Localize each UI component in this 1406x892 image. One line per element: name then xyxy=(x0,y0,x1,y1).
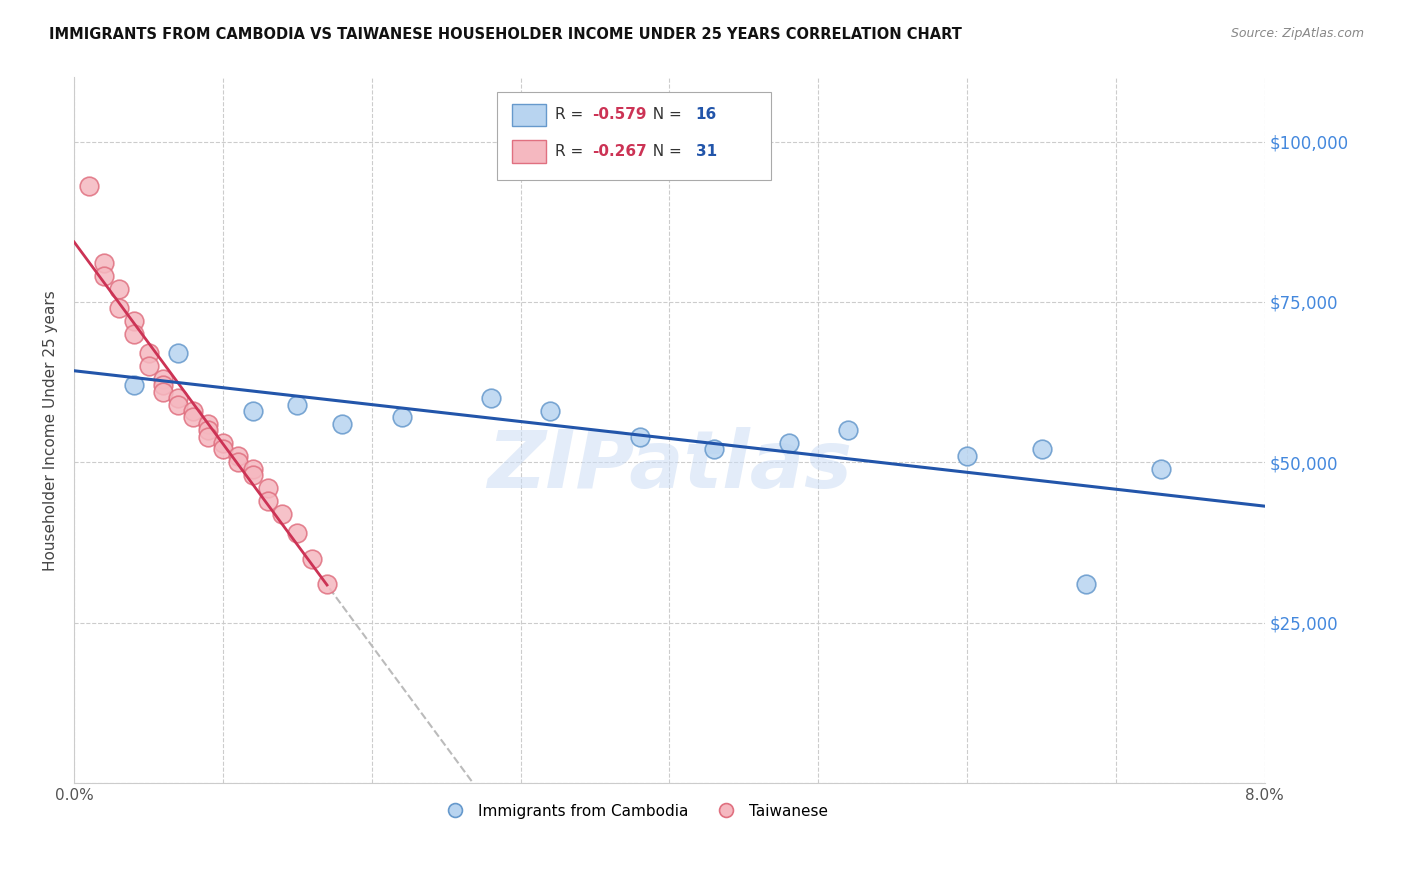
Point xyxy=(197,417,219,431)
Point xyxy=(226,449,249,463)
Point xyxy=(256,481,278,495)
Point xyxy=(479,391,502,405)
Point xyxy=(122,378,145,392)
Point xyxy=(285,398,308,412)
Point xyxy=(1076,577,1098,591)
Text: N =: N = xyxy=(644,144,688,159)
Point xyxy=(167,391,190,405)
Point xyxy=(167,346,190,360)
Text: -0.579: -0.579 xyxy=(592,107,647,122)
Point xyxy=(242,461,264,475)
Y-axis label: Householder Income Under 25 years: Householder Income Under 25 years xyxy=(44,290,58,571)
Point xyxy=(1031,442,1053,457)
Point xyxy=(181,404,204,418)
Point xyxy=(212,442,235,457)
Point xyxy=(316,577,339,591)
Text: -0.267: -0.267 xyxy=(592,144,647,159)
Text: Source: ZipAtlas.com: Source: ZipAtlas.com xyxy=(1230,27,1364,40)
Point xyxy=(956,449,979,463)
Text: R =: R = xyxy=(555,107,588,122)
Point xyxy=(703,442,725,457)
Point xyxy=(107,301,129,316)
Point xyxy=(152,372,174,386)
Point xyxy=(778,436,800,450)
Point xyxy=(256,493,278,508)
Point xyxy=(242,404,264,418)
Point xyxy=(285,525,308,540)
Point xyxy=(122,326,145,341)
Point xyxy=(212,436,235,450)
Point xyxy=(330,417,353,431)
FancyBboxPatch shape xyxy=(512,140,546,163)
Point xyxy=(181,410,204,425)
Point xyxy=(152,384,174,399)
FancyBboxPatch shape xyxy=(496,92,770,180)
Point xyxy=(107,282,129,296)
Point xyxy=(197,423,219,437)
Point xyxy=(93,256,115,270)
Point xyxy=(138,359,160,373)
Point xyxy=(77,179,100,194)
Text: R =: R = xyxy=(555,144,588,159)
Point xyxy=(628,430,651,444)
Text: 16: 16 xyxy=(696,107,717,122)
Text: N =: N = xyxy=(644,107,688,122)
Legend: Immigrants from Cambodia, Taiwanese: Immigrants from Cambodia, Taiwanese xyxy=(433,797,834,825)
Point xyxy=(152,378,174,392)
Point xyxy=(242,468,264,483)
FancyBboxPatch shape xyxy=(512,103,546,126)
Point xyxy=(837,423,859,437)
Point xyxy=(301,551,323,566)
Point xyxy=(138,346,160,360)
Text: IMMIGRANTS FROM CAMBODIA VS TAIWANESE HOUSEHOLDER INCOME UNDER 25 YEARS CORRELAT: IMMIGRANTS FROM CAMBODIA VS TAIWANESE HO… xyxy=(49,27,962,42)
Point xyxy=(271,507,294,521)
Point xyxy=(122,314,145,328)
Point xyxy=(93,269,115,284)
Text: 31: 31 xyxy=(696,144,717,159)
Text: ZIPatlas: ZIPatlas xyxy=(486,426,852,505)
Point xyxy=(538,404,561,418)
Point xyxy=(197,430,219,444)
Point xyxy=(167,398,190,412)
Point xyxy=(1149,461,1171,475)
Point xyxy=(391,410,413,425)
Point xyxy=(226,455,249,469)
